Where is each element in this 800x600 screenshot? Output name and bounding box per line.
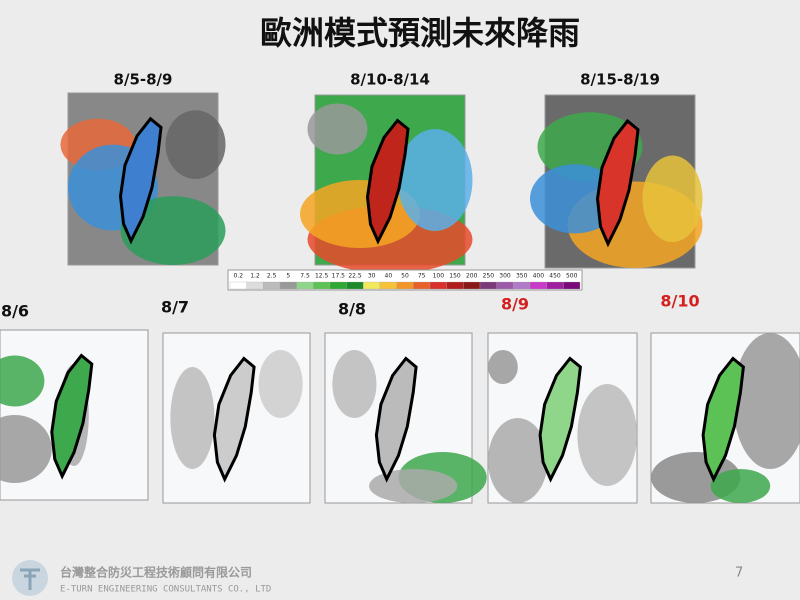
rain-area bbox=[170, 367, 215, 469]
taiwan-fill bbox=[214, 358, 255, 480]
rain-map bbox=[0, 329, 149, 501]
colorbar-label: 150 bbox=[449, 273, 461, 280]
rain-area bbox=[332, 350, 377, 418]
colorbar-label: 200 bbox=[466, 273, 478, 280]
colorbar-label: 450 bbox=[549, 273, 561, 280]
colorbar-cell bbox=[429, 281, 447, 290]
day-label: 8/10 bbox=[660, 292, 699, 311]
colorbar-label: 50 bbox=[401, 273, 409, 280]
taiwan-outline bbox=[595, 118, 640, 248]
rain-area bbox=[710, 469, 771, 503]
colorbar-cell bbox=[396, 281, 414, 290]
colorbar-cell bbox=[496, 281, 514, 290]
colorbar-label: 350 bbox=[516, 273, 528, 280]
colorbar-cell bbox=[563, 281, 581, 290]
colorbar-cell bbox=[313, 281, 331, 290]
colorbar-label: 2.5 bbox=[267, 273, 277, 280]
rain-area bbox=[258, 350, 303, 418]
colorbar-cell bbox=[346, 281, 364, 290]
colorbar-cell bbox=[296, 281, 314, 290]
colorbar-cell bbox=[379, 281, 397, 290]
rain-area bbox=[577, 384, 637, 486]
colorbar-cell bbox=[363, 281, 381, 290]
rain-map bbox=[300, 94, 473, 274]
rain-area bbox=[0, 355, 45, 407]
rain-map bbox=[162, 332, 311, 504]
colorbar-cell bbox=[229, 281, 247, 290]
colorbar-cell bbox=[263, 281, 281, 290]
day-label: 8/8 bbox=[338, 300, 366, 319]
colorbar-cell bbox=[279, 281, 297, 290]
colorbar-label: 400 bbox=[533, 273, 545, 280]
period-label: 8/10-8/14 bbox=[350, 71, 430, 89]
rain-area bbox=[369, 469, 458, 503]
taiwan-fill bbox=[703, 358, 744, 480]
colorbar-label: 40 bbox=[385, 273, 393, 280]
taiwan-fill bbox=[376, 358, 417, 480]
rain-area bbox=[0, 415, 52, 483]
rain-map bbox=[650, 332, 800, 504]
rain-map bbox=[60, 92, 226, 266]
period-label: 8/15-8/19 bbox=[580, 71, 660, 89]
rain-area bbox=[732, 333, 800, 469]
colorbar-cell bbox=[446, 281, 464, 290]
taiwan-outline bbox=[212, 356, 256, 483]
colorbar-cell bbox=[513, 281, 531, 290]
company-name-en: E-TURN ENGINEERING CONSULTANTS CO., LTD bbox=[60, 585, 271, 595]
colorbar-label: 5 bbox=[286, 273, 290, 280]
taiwan-fill bbox=[51, 355, 92, 477]
colorbar-label: 17.5 bbox=[332, 273, 346, 280]
rain-area bbox=[120, 196, 226, 265]
taiwan-outline bbox=[365, 118, 410, 245]
taiwan-fill bbox=[540, 358, 581, 480]
colorbar-cell bbox=[246, 281, 264, 290]
rain-area bbox=[488, 350, 518, 384]
period-label: 8/5-8/9 bbox=[114, 71, 173, 89]
rain-area bbox=[307, 103, 368, 155]
colorbar-label: 0.2 bbox=[234, 273, 244, 280]
taiwan-fill bbox=[367, 120, 408, 242]
colorbar-label: 30 bbox=[368, 273, 376, 280]
colorbar-label: 75 bbox=[418, 273, 426, 280]
taiwan-outline bbox=[118, 116, 163, 245]
colorbar-label: 7.5 bbox=[300, 273, 310, 280]
rain-area bbox=[397, 129, 473, 231]
colorbar-cell bbox=[463, 281, 481, 290]
colorbar-label: 22.5 bbox=[348, 273, 362, 280]
taiwan-fill bbox=[597, 121, 638, 244]
rain-area bbox=[488, 418, 548, 503]
taiwan-outline bbox=[538, 356, 582, 483]
rain-area bbox=[530, 164, 620, 234]
colorbar-cell bbox=[529, 281, 547, 290]
rain-area bbox=[165, 110, 226, 179]
day-label: 8/6 bbox=[1, 302, 29, 321]
slide-title: 歐洲模式預測未來降雨 bbox=[260, 14, 580, 52]
page-number: 7 bbox=[735, 566, 743, 581]
company-name: 台灣整合防災工程技術顧問有限公司 bbox=[60, 565, 252, 580]
colorbar-cell bbox=[413, 281, 431, 290]
colorbar-label: 250 bbox=[483, 273, 495, 280]
colorbar-label: 12.5 bbox=[315, 273, 329, 280]
taiwan-outline bbox=[374, 356, 418, 483]
rain-map bbox=[487, 332, 638, 504]
colorbar-label: 300 bbox=[499, 273, 511, 280]
colorbar-label: 500 bbox=[566, 273, 578, 280]
day-label: 8/9 bbox=[501, 295, 529, 314]
rain-map bbox=[324, 332, 487, 504]
logo bbox=[12, 560, 48, 596]
rain-map bbox=[530, 94, 703, 269]
colorbar-cell bbox=[329, 281, 347, 290]
taiwan-outline bbox=[50, 353, 94, 480]
day-label: 8/7 bbox=[161, 298, 189, 317]
colorbar-label: 1.2 bbox=[250, 273, 260, 280]
colorbar-label: 100 bbox=[433, 273, 445, 280]
rain-area bbox=[642, 155, 703, 243]
colorbar-cell bbox=[546, 281, 564, 290]
colorbar-cell bbox=[479, 281, 497, 290]
taiwan-fill bbox=[120, 118, 161, 241]
taiwan-outline bbox=[701, 356, 745, 483]
